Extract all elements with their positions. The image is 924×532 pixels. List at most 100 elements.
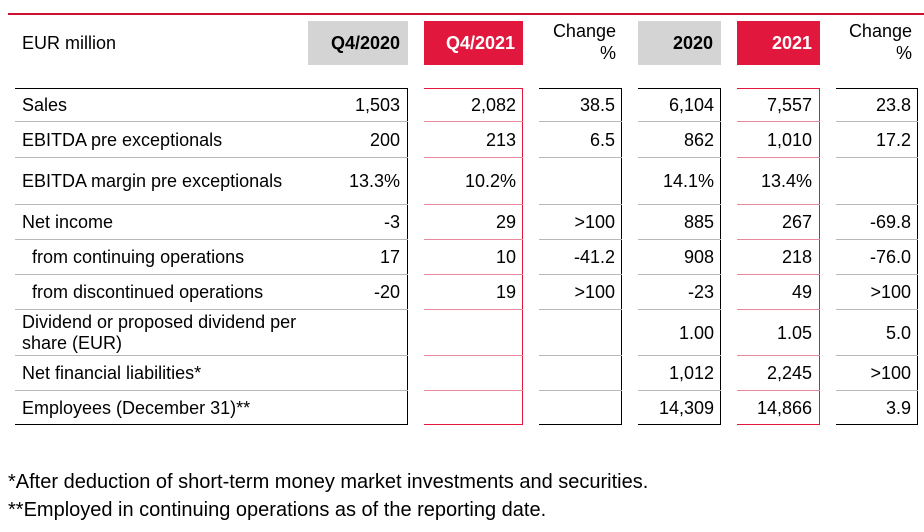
- row-divider: [737, 121, 820, 122]
- value-q4-2020: 1,503: [354, 94, 400, 115]
- row-divider: [15, 121, 408, 122]
- row-divider: [737, 390, 820, 391]
- percent-label: %: [895, 43, 912, 63]
- value-y2020: 1,012: [668, 363, 714, 383]
- value-y2021: 1,010: [766, 129, 812, 150]
- row-divider: [15, 204, 408, 205]
- row-label: Dividend or proposed dividend per share …: [22, 312, 297, 353]
- change-year-column-frame: [836, 88, 918, 425]
- value-y2021: 49: [791, 282, 812, 302]
- row-divider: [638, 204, 721, 205]
- value-change-y: 23.8: [875, 94, 911, 115]
- row-divider: [737, 309, 820, 310]
- value-change-q: [539, 310, 615, 356]
- 2021-column-frame: [737, 88, 820, 425]
- row-divider: [308, 274, 408, 275]
- row-label: from discontinued operations: [32, 282, 264, 302]
- row-divider: [424, 274, 523, 275]
- row-divider: [539, 157, 622, 158]
- value-q4-2020: 200: [369, 129, 400, 150]
- row-divider: [424, 204, 523, 205]
- value-y2021: 7,557: [766, 94, 812, 115]
- row-divider: [424, 355, 523, 356]
- row-divider: [15, 157, 408, 158]
- value-change-y: 5.0: [885, 322, 911, 343]
- row-divider: [539, 355, 622, 356]
- row-divider: [15, 390, 408, 391]
- value-change-q: 6.5: [589, 129, 615, 150]
- value-y2020: 14,309: [658, 397, 714, 418]
- row-label: Sales: [22, 94, 68, 115]
- table-row: Employees (December 31)** 14,309 14,866 3.9: [15, 391, 918, 425]
- table-row: EBITDA margin pre exceptionals 13.3% 10.2%…: [15, 158, 918, 205]
- value-y2020: 885: [683, 212, 714, 232]
- value-q4-2020: [308, 391, 400, 425]
- 2020-column-frame: [638, 88, 721, 425]
- row-divider: [15, 274, 408, 275]
- row-divider: [424, 390, 523, 391]
- value-y2020: 1.00: [678, 322, 714, 343]
- footnotes: *After deduction of short-term money mar…: [8, 468, 648, 524]
- value-q4-2021: 10.2%: [464, 171, 516, 191]
- table-row: Net financial liabilities* 1,012 2,245 >100: [15, 356, 918, 391]
- top-rule: [8, 13, 924, 15]
- unit-header: EUR million: [22, 32, 117, 53]
- change-label: Change: [552, 21, 616, 41]
- value-q4-2020: [308, 356, 400, 391]
- row-divider: [737, 274, 820, 275]
- value-y2020: 14.1%: [662, 171, 714, 191]
- row-divider: [836, 204, 918, 205]
- row-divider: [539, 121, 622, 122]
- row-divider: [424, 157, 523, 158]
- value-q4-2020: 17: [379, 247, 400, 267]
- row-divider: [638, 390, 721, 391]
- row-divider: [836, 390, 918, 391]
- row-divider: [737, 355, 820, 356]
- value-y2021: 267: [781, 212, 812, 232]
- row-divider: [638, 157, 721, 158]
- row-divider: [638, 309, 721, 310]
- row-divider: [539, 309, 622, 310]
- q4-2020-column-frame: [308, 88, 408, 425]
- header-2021: 2021: [737, 21, 820, 65]
- row-divider: [836, 239, 918, 240]
- value-change-y: 17.2: [875, 129, 911, 150]
- value-y2020: -23: [687, 282, 714, 302]
- row-divider: [836, 355, 918, 356]
- row-divider: [737, 157, 820, 158]
- table-row: EBITDA pre exceptionals 200 213 6.5 862 1,010…: [15, 122, 918, 158]
- value-change-q: >100: [574, 212, 615, 232]
- row-divider: [737, 239, 820, 240]
- value-change-q: -41.2: [573, 247, 615, 267]
- value-y2021: 13.4%: [760, 171, 812, 191]
- value-y2021: 14,866: [756, 397, 812, 418]
- row-divider: [539, 390, 622, 391]
- value-q4-2020: -20: [373, 282, 400, 302]
- header-2020: 2020: [638, 21, 721, 65]
- header-change-quarter: Change %: [539, 20, 622, 64]
- row-divider: [638, 239, 721, 240]
- value-q4-2021: 29: [495, 212, 516, 232]
- value-q4-2020: 13.3%: [348, 171, 400, 191]
- value-y2020: 862: [683, 129, 714, 150]
- value-change-q: [539, 391, 615, 425]
- row-divider: [308, 157, 408, 158]
- row-divider: [308, 121, 408, 122]
- row-divider: [424, 121, 523, 122]
- row-divider: [308, 390, 408, 391]
- value-y2021: 218: [781, 247, 812, 267]
- row-divider: [308, 309, 408, 310]
- q4-2021-column-frame: [424, 88, 523, 425]
- row-divider: [308, 239, 408, 240]
- value-change-q: [539, 158, 615, 205]
- row-divider: [15, 309, 408, 310]
- row-divider: [638, 274, 721, 275]
- row-label: Net income: [22, 212, 114, 232]
- table-row: from discontinued operations -20 19 >100 -23…: [15, 275, 918, 310]
- value-q4-2021: 2,082: [470, 94, 516, 115]
- row-divider: [424, 239, 523, 240]
- row-divider: [836, 157, 918, 158]
- value-q4-2021: [424, 356, 516, 391]
- row-label: Net financial liabilities*: [22, 363, 202, 383]
- value-y2021: 2,245: [766, 363, 812, 383]
